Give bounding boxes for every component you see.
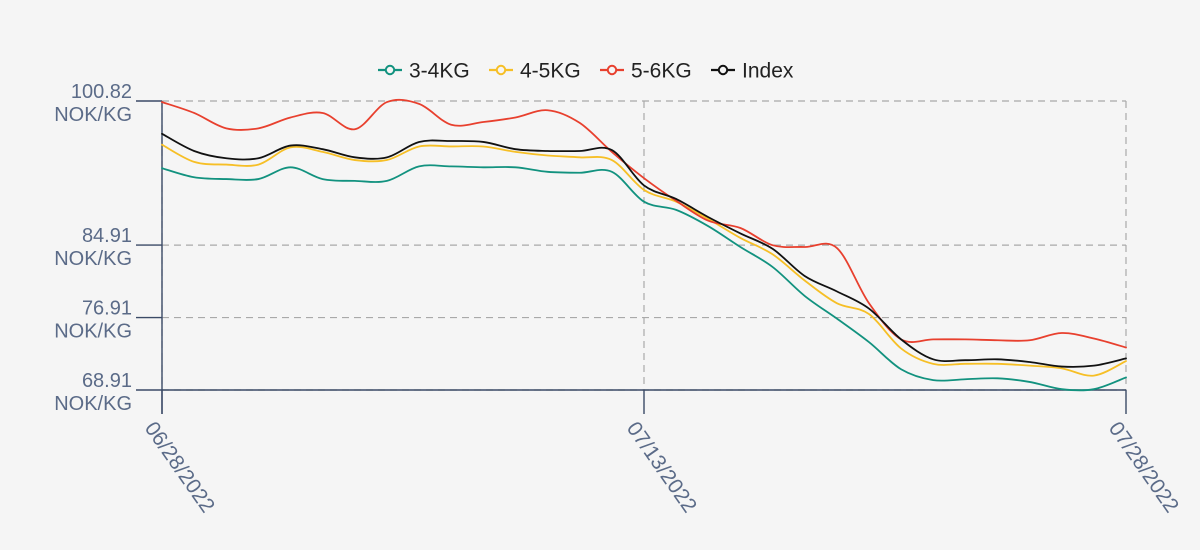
legend-label: 4-5KG: [520, 60, 581, 83]
y-tick-label: 84.91: [82, 225, 132, 247]
y-tick-label: 76.91: [82, 298, 132, 320]
legend-label: Index: [742, 60, 794, 83]
legend-marker-icon: [495, 64, 507, 76]
legend-item-4-5kg[interactable]: 4-5KG: [489, 60, 581, 83]
series-line-5-6kg: [161, 98, 1127, 349]
y-tick-unit: NOK/KG: [54, 248, 132, 270]
series-line-index: [161, 132, 1127, 368]
legend-item-index[interactable]: Index: [711, 60, 794, 83]
legend-marker-icon: [384, 64, 396, 76]
x-tick-label: 07/13/2022: [622, 418, 701, 517]
series-line-3-4kg: [161, 164, 1127, 392]
legend-item-3-4kg[interactable]: 3-4KG: [378, 60, 470, 83]
x-tick-label: 07/28/2022: [1104, 418, 1183, 517]
y-tick-unit: NOK/KG: [54, 104, 132, 126]
legend-marker-icon: [606, 64, 618, 76]
legend-item-5-6kg[interactable]: 5-6KG: [600, 60, 692, 83]
y-tick-unit: NOK/KG: [54, 393, 132, 415]
x-tick-label: 06/28/2022: [140, 418, 219, 517]
y-tick-label: 68.91: [82, 370, 132, 392]
y-tick-label: 100.82: [71, 81, 132, 103]
legend-label: 5-6KG: [631, 60, 692, 83]
legend-label: 3-4KG: [409, 60, 470, 83]
legend-marker-icon: [717, 64, 729, 76]
series-line-4-5kg: [161, 143, 1127, 377]
y-tick-unit: NOK/KG: [54, 321, 132, 343]
